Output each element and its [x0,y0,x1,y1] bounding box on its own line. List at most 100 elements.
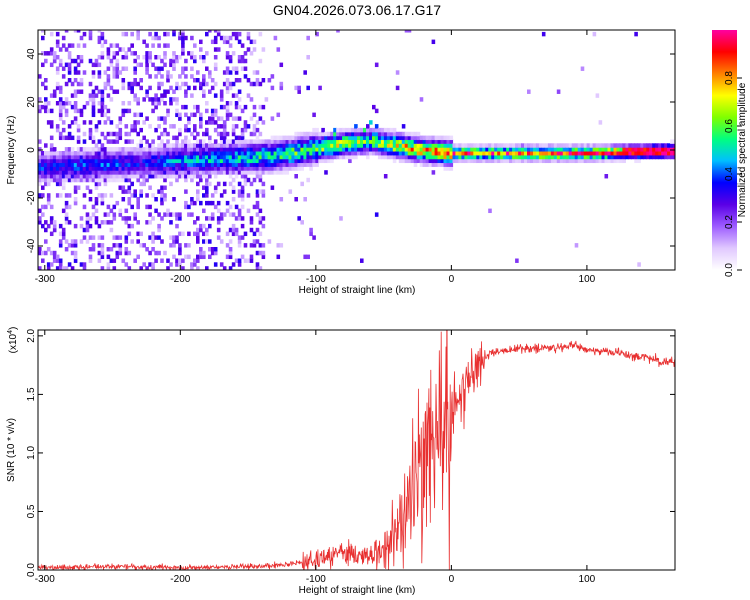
spectrogram-cell [58,223,63,229]
spectrogram-cell [130,127,134,133]
spectrogram-cell [139,147,143,152]
spectrogram-cell [49,174,54,179]
y-tick-label: -20 [26,190,37,205]
spectrogram-cell [252,239,257,244]
spectrogram-cell [67,43,72,48]
spectrogram-cell [646,151,650,156]
spectrogram-cell [73,93,78,98]
spectrogram-cell [252,131,257,137]
spectrogram-cell [485,143,489,148]
spectrogram-cell [497,147,501,152]
spectrogram-cell [434,143,439,148]
spectrogram-cell [291,135,295,141]
spectrogram-cell [509,151,513,156]
spectrogram-cell [88,154,93,160]
spectrogram-cell [187,158,191,164]
spectrogram-cell [509,147,513,152]
spectrogram-cell [91,89,96,94]
spectrogram-cell [193,78,197,83]
spectrogram-cell [667,143,671,148]
spectrogram-cell [136,239,140,244]
spectrogram-cell [136,55,140,60]
spectrogram-cell [461,154,465,160]
spectrogram-cell [360,139,364,144]
spectrogram-cell [369,139,373,144]
spectrogram-cell [202,166,206,171]
spectrogram-cell [172,239,176,244]
spectrogram-cell [103,120,108,125]
spectrogram-cell [136,200,140,206]
spectrogram-cell [100,108,105,114]
spectrogram-cell [136,220,140,225]
spectrogram-cell [315,151,319,156]
spectrogram-cell [279,147,284,152]
spectrogram-cell [136,197,140,202]
spectrogram-cell [228,174,233,179]
spectrogram-cell [121,81,126,87]
spectrogram-cell [163,174,167,179]
y-tick-label: 0 [26,147,37,153]
spectrogram-cell [264,147,269,152]
spectrogram-cell [231,227,236,233]
spectrogram-cell [133,170,137,175]
spectrogram-cell [205,216,209,221]
spectrogram-cell [342,139,346,144]
spectrogram-cell [196,158,200,164]
spectrogram-cell [79,223,84,229]
spectrogram-cell [550,154,555,160]
spectrogram-cell [58,108,63,114]
spectrogram-cell [154,235,158,240]
spectrogram-cell [237,170,242,175]
spectrogram-cell [127,158,132,164]
spectrogram-cell [312,139,316,144]
spectrogram-cell [145,193,149,198]
spectrogram-cell [521,147,525,152]
spectrogram-cell [61,170,66,175]
spectrogram-cell [437,143,442,148]
spectrogram-cell [547,151,552,156]
spectrogram-cell [386,143,391,148]
spectrogram-cell [413,143,418,148]
spectrogram-cell [237,58,242,64]
spectrogram-cell [103,177,108,183]
spectrogram-cell [216,143,221,148]
spectrogram-cell [497,158,501,164]
spectrogram-cell [243,181,248,187]
spectrogram-cell [41,51,45,56]
spectrogram-cell [166,78,170,83]
spectrogram-cell [249,158,254,164]
spectrogram-cell [261,162,266,167]
snr-series-line [38,330,675,570]
spectrogram-cell [184,74,188,79]
spectrogram-cell [261,104,266,110]
spectrogram-cell [380,154,385,160]
spectrogram-cell [154,197,158,202]
spectrogram-cell [407,30,412,33]
spectrogram-cell [82,120,87,125]
spectrogram-cell [425,162,430,167]
spectrogram-cell [234,174,239,179]
spectrogram-cell [181,231,185,237]
spectrogram-cell [231,143,236,148]
spectrogram-cell [58,166,63,171]
spectrogram-cell [175,135,179,141]
spectrogram-cell [589,143,594,148]
spectrogram-cell [160,193,164,198]
spectrogram-cell [172,135,176,141]
spectrogram-cell [309,147,313,152]
spectrogram-cell [533,143,537,148]
spectrogram-cell [133,81,137,87]
spectrogram-cell [324,139,328,144]
spectrogram-cell [44,181,48,187]
spectrogram-cell [449,139,454,144]
spectrogram-cell [461,151,465,156]
spectrogram-cell [541,143,546,148]
spectrogram-cell [443,143,448,148]
spectrogram-cell [392,158,397,164]
snr-frame [37,329,676,571]
spectrogram-cell [124,220,129,225]
spectrogram-cell [175,166,179,171]
spectrogram-cell [246,47,251,52]
spectrogram-cell [562,151,567,156]
spectrogram-cell [339,127,343,133]
